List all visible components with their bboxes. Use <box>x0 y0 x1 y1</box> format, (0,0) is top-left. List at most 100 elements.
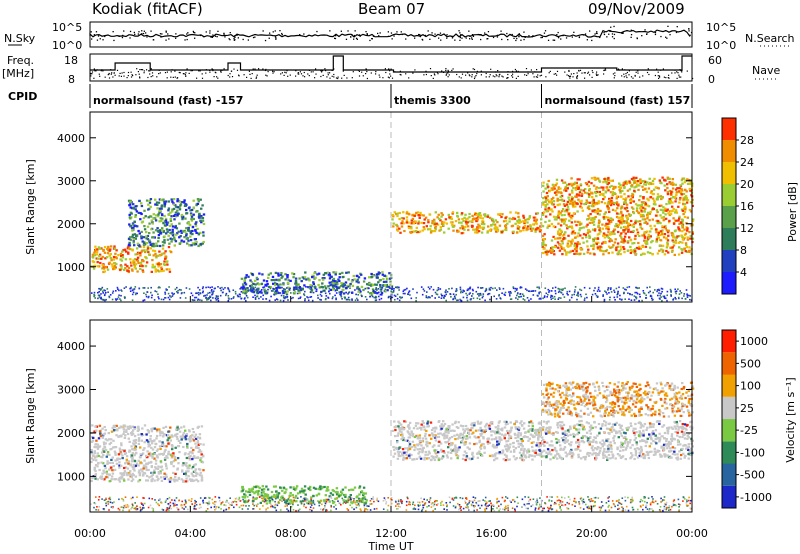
nave-dot <box>502 76 504 78</box>
heatmap-cell <box>578 200 582 203</box>
heatmap-cell <box>691 204 694 207</box>
heatmap-cell <box>462 296 465 299</box>
heatmap-cell <box>579 293 582 296</box>
heatmap-cell <box>171 446 174 449</box>
heatmap-cell <box>643 209 646 212</box>
heatmap-cell <box>260 291 263 294</box>
heatmap-cell <box>505 228 508 232</box>
heatmap-cell <box>112 464 115 468</box>
heatmap-cell <box>576 294 578 296</box>
heatmap-cell <box>189 439 192 443</box>
heatmap-cell <box>552 186 555 189</box>
heatmap-cell <box>318 279 321 282</box>
heatmap-cell <box>464 225 467 229</box>
heatmap-cell <box>617 293 619 295</box>
heatmap-cell <box>266 292 269 294</box>
heatmap-cell <box>140 221 144 224</box>
heatmap-cell <box>477 286 479 289</box>
heatmap-cell <box>682 192 686 196</box>
heatmap-cell <box>668 177 671 180</box>
heatmap-cell <box>210 299 212 302</box>
heatmap-cell <box>286 287 288 289</box>
nsearch-dot <box>281 32 283 35</box>
heatmap-cell <box>171 435 174 438</box>
nave-dot <box>93 77 95 79</box>
nsearch-dot <box>279 30 281 32</box>
heatmap-cell <box>172 471 175 474</box>
heatmap-cell <box>199 299 201 301</box>
nave-dot <box>587 72 589 74</box>
heatmap-cell <box>159 244 162 248</box>
nave-dot <box>331 75 333 77</box>
heatmap-cell <box>571 201 575 205</box>
heatmap-cell <box>270 295 272 298</box>
heatmap-cell <box>646 214 649 217</box>
heatmap-cell <box>168 224 172 228</box>
nave-dot <box>101 69 103 71</box>
nsearch-tick-bottom: 10^0 <box>706 39 736 52</box>
heatmap-cell <box>548 219 551 222</box>
nsearch-dot <box>543 32 546 34</box>
heatmap-cell <box>132 474 135 477</box>
nave-dot <box>273 71 275 73</box>
heatmap-cell <box>627 222 630 225</box>
heatmap-cell <box>310 289 313 292</box>
heatmap-cell <box>113 264 116 268</box>
heatmap-cell <box>617 204 620 207</box>
heatmap-cell <box>142 448 145 451</box>
nave-dot <box>333 76 335 78</box>
heatmap-cell <box>544 205 547 208</box>
heatmap-cell <box>120 299 122 302</box>
heatmap-cell <box>491 223 495 226</box>
heatmap-cell <box>550 298 553 300</box>
nave-dot <box>329 72 331 74</box>
heatmap-cell <box>592 247 595 251</box>
heatmap-cell <box>573 200 576 203</box>
heatmap-cell <box>557 187 560 190</box>
heatmap-cell <box>584 188 587 191</box>
nsearch-dot <box>252 36 255 39</box>
heatmap-cell <box>690 194 693 197</box>
heatmap-cell <box>272 282 275 285</box>
nave-dot <box>322 74 324 76</box>
nave-label: Nave <box>752 64 780 77</box>
heatmap-cell <box>114 256 118 259</box>
nave-dot <box>164 72 167 74</box>
heatmap-cell <box>165 223 169 226</box>
nsearch-dot <box>217 30 219 32</box>
heatmap-cell <box>482 295 484 297</box>
heatmap-cell <box>122 432 125 435</box>
heatmap-cell <box>150 228 153 231</box>
nave-dot <box>388 68 390 70</box>
heatmap-cell <box>647 187 651 190</box>
heatmap-cell <box>163 203 166 206</box>
heatmap-cell <box>165 445 168 448</box>
heatmap-cell <box>544 244 547 247</box>
heatmap-cell <box>479 298 481 300</box>
heatmap-cell <box>542 211 546 214</box>
heatmap-cell <box>410 222 413 225</box>
heatmap-cell <box>199 459 202 462</box>
heatmap-cell <box>315 290 318 292</box>
heatmap-cell <box>304 290 306 293</box>
heatmap-cell <box>307 277 310 280</box>
heatmap-cell <box>632 223 636 226</box>
heatmap-cell <box>118 466 121 469</box>
nsearch-dot <box>451 37 454 39</box>
heatmap-cell <box>606 187 609 190</box>
heatmap-cell <box>627 224 630 227</box>
heatmap-cell <box>591 228 595 231</box>
heatmap-cell <box>649 235 652 238</box>
heatmap-cell <box>172 293 174 296</box>
nave-dot <box>447 76 449 78</box>
heatmap-cell <box>685 222 688 225</box>
heatmap-cell <box>170 461 174 464</box>
heatmap-cell <box>550 239 554 242</box>
nave-dot <box>485 76 487 78</box>
heatmap-cell <box>283 288 287 291</box>
heatmap-cell <box>125 430 128 433</box>
heatmap-cell <box>683 205 687 208</box>
heatmap-cell <box>157 472 161 475</box>
heatmap-cell <box>309 291 312 293</box>
station-title: Kodiak (fitACF) <box>92 0 203 18</box>
